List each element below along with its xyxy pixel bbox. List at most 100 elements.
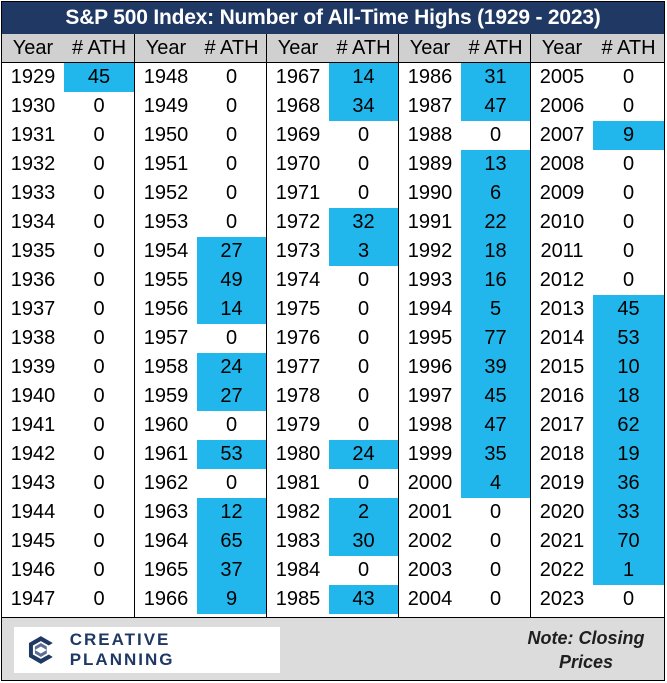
ath-count-cell: 62: [593, 411, 664, 440]
ath-count-cell: 27: [197, 382, 266, 411]
year-cell: 1949: [143, 95, 189, 117]
ath-count-cell: 2: [329, 498, 398, 527]
table-row: 1956 14: [135, 295, 266, 324]
column-header: Year # ATH: [2, 34, 134, 63]
ath-count-cell: 6: [461, 179, 530, 208]
table-row: 2006 0: [531, 92, 664, 121]
year-cell: 1942: [10, 443, 56, 465]
table-row: 1941 0: [2, 411, 134, 440]
table-row: 1943 0: [2, 469, 134, 498]
table-row: 1978 0: [267, 382, 398, 411]
ath-count-cell: 0: [622, 95, 635, 117]
ath-count-cell: 0: [357, 298, 370, 320]
year-cell: 1930: [10, 95, 56, 117]
table-row: 1934 0: [2, 208, 134, 237]
year-cell: 1985: [275, 588, 321, 610]
year-cell: 2008: [539, 153, 585, 175]
year-cell: 1993: [407, 269, 453, 291]
year-cell: 1953: [143, 211, 189, 233]
header-ath: # ATH: [468, 37, 523, 59]
table-row: 2005 0: [531, 63, 664, 92]
year-cell: 1962: [143, 472, 189, 494]
table-row: 1942 0: [2, 440, 134, 469]
ath-count-cell: 24: [329, 440, 398, 469]
ath-count-cell: 0: [225, 124, 238, 146]
year-cell: 1976: [275, 327, 321, 349]
ath-count-cell: 18: [461, 237, 530, 266]
table-row: 1990 6: [399, 179, 530, 208]
table-row: 1998 47: [399, 411, 530, 440]
year-cell: 1932: [10, 153, 56, 175]
year-cell: 1971: [275, 182, 321, 204]
creative-planning-logo: CREATIVE PLANNING: [14, 627, 280, 673]
year-cell: 1997: [407, 385, 453, 407]
table-row: 1963 12: [135, 498, 266, 527]
header-ath: # ATH: [601, 37, 656, 59]
table-row: 1951 0: [135, 150, 266, 179]
year-cell: 1950: [143, 124, 189, 146]
ath-count-cell: 0: [93, 472, 105, 494]
year-cell: 2015: [539, 356, 585, 378]
table-row: 2011 0: [531, 237, 664, 266]
year-cell: 1984: [275, 559, 321, 581]
year-cell: 1977: [275, 356, 321, 378]
ath-count-cell: 33: [593, 498, 664, 527]
table-row: 1991 22: [399, 208, 530, 237]
year-cell: 1929: [10, 66, 56, 88]
table-row: 2007 9: [531, 121, 664, 150]
year-cell: 1939: [10, 356, 56, 378]
ath-count-cell: 0: [225, 153, 238, 175]
year-cell: 1945: [10, 530, 56, 552]
table-row: 1947 0: [2, 585, 134, 614]
ath-count-cell: 0: [489, 530, 502, 552]
table-row: 1945 0: [2, 527, 134, 556]
ath-count-cell: 0: [622, 182, 635, 204]
ath-count-cell: 0: [622, 269, 635, 291]
table-row: 1929 45: [2, 63, 134, 92]
ath-count-cell: 27: [197, 237, 266, 266]
table-row: 2015 10: [531, 353, 664, 382]
table-row: 1933 0: [2, 179, 134, 208]
table-row: 1959 27: [135, 382, 266, 411]
table-row: 1969 0: [267, 121, 398, 150]
year-cell: 1970: [275, 153, 321, 175]
ath-count-cell: 0: [357, 124, 370, 146]
ath-count-cell: 9: [593, 121, 664, 150]
ath-count-cell: 47: [461, 92, 530, 121]
table-row: 1970 0: [267, 150, 398, 179]
ath-count-cell: 0: [357, 559, 370, 581]
table-row: 1957 0: [135, 324, 266, 353]
year-cell: 1983: [275, 530, 321, 552]
table-row: 2018 19: [531, 440, 664, 469]
year-cell: 2022: [539, 559, 585, 581]
year-cell: 1963: [143, 501, 189, 523]
table-row: 1974 0: [267, 266, 398, 295]
ath-count-cell: 30: [329, 527, 398, 556]
year-cell: 1952: [143, 182, 189, 204]
table-row: 2002 0: [399, 527, 530, 556]
table-row: 1950 0: [135, 121, 266, 150]
year-cell: 1998: [407, 414, 453, 436]
header-year: Year: [145, 37, 187, 59]
table-row: 1981 0: [267, 469, 398, 498]
table-row: 2017 62: [531, 411, 664, 440]
ath-count-cell: 0: [93, 182, 105, 204]
table-row: 1953 0: [135, 208, 266, 237]
year-cell: 1937: [10, 298, 56, 320]
year-cell: 2018: [539, 443, 585, 465]
table-row: 1936 0: [2, 266, 134, 295]
year-cell: 2003: [407, 559, 453, 581]
table-row: 1930 0: [2, 92, 134, 121]
ath-count-cell: 47: [461, 411, 530, 440]
table-row: 1954 27: [135, 237, 266, 266]
table-column-group: Year # ATH 1948 0 1949 0 1950 0 1951 0 1952 0 1953 0 1…: [135, 34, 267, 617]
table-row: 2004 0: [399, 585, 530, 614]
table-row: 1958 24: [135, 353, 266, 382]
ath-count-cell: 0: [622, 211, 635, 233]
table-row: 1983 30: [267, 527, 398, 556]
table-row: 1988 0: [399, 121, 530, 150]
ath-count-cell: 0: [357, 153, 370, 175]
year-cell: 1961: [143, 443, 189, 465]
ath-count-cell: 0: [622, 588, 635, 610]
table-row: 1989 13: [399, 150, 530, 179]
